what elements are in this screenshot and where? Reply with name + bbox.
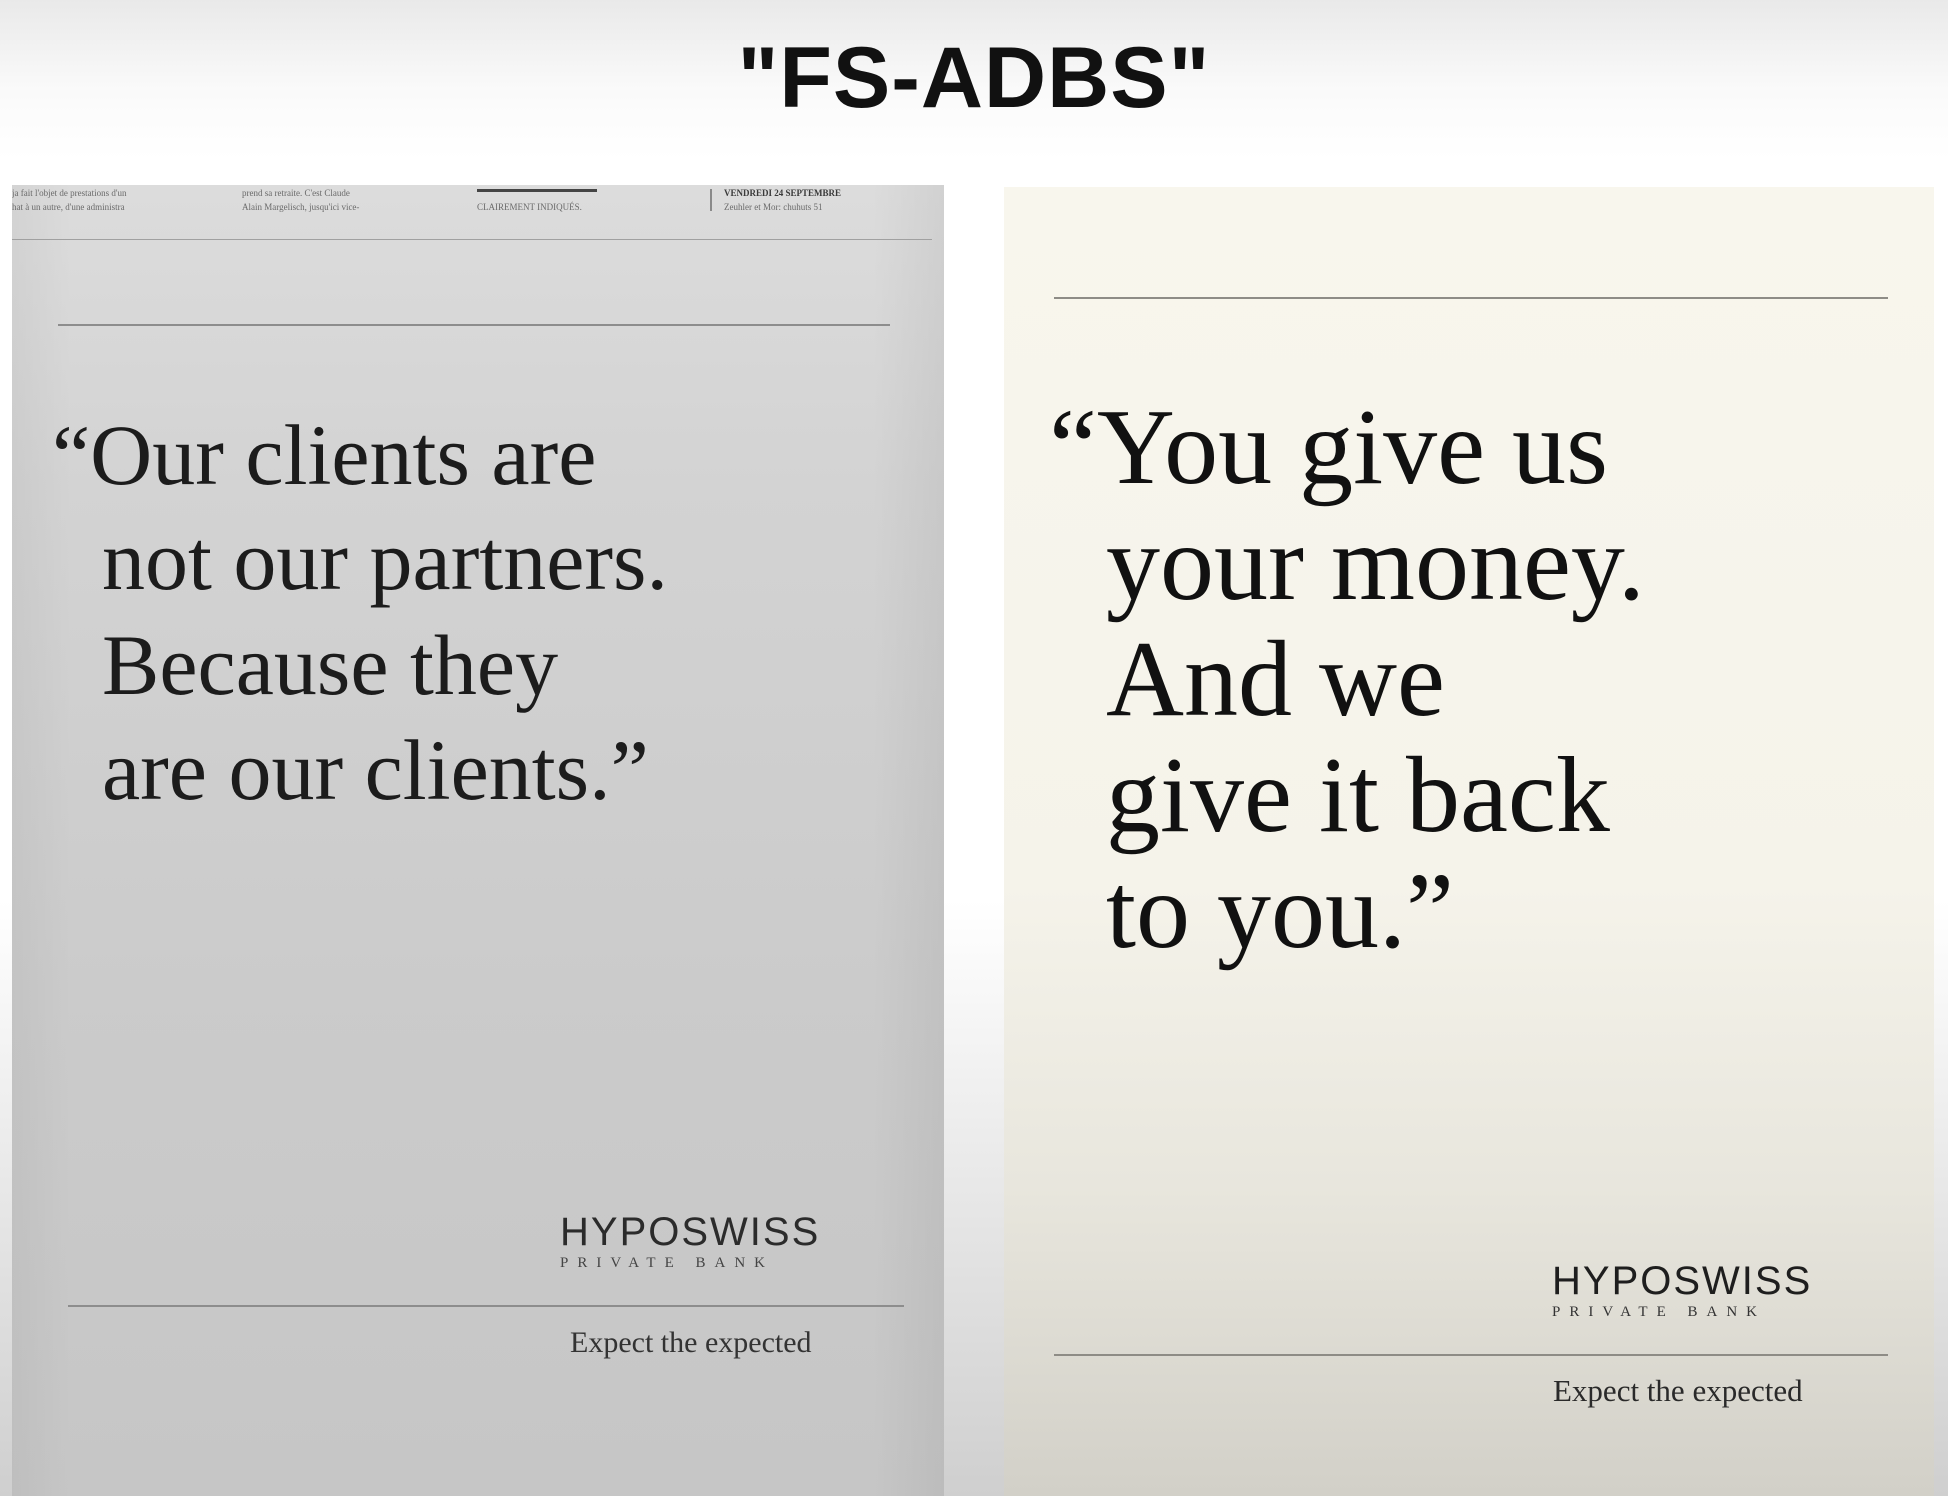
newspaper-text-col-3: CLAIREMENT INDIQUÉS.: [477, 202, 582, 212]
brand-name: HYPOSWISS: [1552, 1259, 1813, 1303]
top-rule: [1054, 297, 1888, 299]
brand-name: HYPOSWISS: [560, 1210, 821, 1254]
quote-line: not our partners.: [102, 512, 669, 608]
quote-line: are our clients.”: [102, 722, 649, 818]
quote-line: Because they: [102, 617, 559, 713]
newspaper-column-rule: [710, 189, 712, 211]
newspaper-text-col-1b: hat à un autre, d'une administra: [12, 202, 125, 212]
brand-logo: HYPOSWISS PRIVATE BANK: [1552, 1259, 1872, 1321]
newspaper-text-col-2b: Alain Margelisch, jusqu'ici vice-: [242, 202, 360, 212]
right-quote: “You give us your money. And we give it …: [1049, 390, 1909, 970]
newspaper-text-col-1a: ja fait l'objet de prestations d'un: [12, 188, 127, 198]
newspaper-divider: [12, 239, 932, 240]
brand-subtitle: PRIVATE BANK: [560, 1255, 774, 1271]
newspaper-heading-bar: [477, 189, 597, 192]
tagline: Expect the expected: [570, 1326, 812, 1359]
brand-logo: HYPOSWISS PRIVATE BANK: [560, 1210, 860, 1272]
tagline: Expect the expected: [1553, 1373, 1803, 1408]
newspaper-header-strip: ja fait l'objet de prestations d'un hat …: [12, 185, 944, 243]
top-rule: [58, 324, 890, 326]
bottom-rule: [68, 1305, 904, 1307]
left-quote: “Our clients are not our partners. Becau…: [52, 403, 932, 823]
right-advertisement: “You give us your money. And we give it …: [1004, 187, 1934, 1496]
quote-line: “You give us: [1049, 388, 1609, 507]
newspaper-text-col-2a: prend sa retraite. C'est Claude: [242, 188, 350, 198]
quote-line: And we: [1106, 620, 1445, 739]
newspaper-date: VENDREDI 24 SEPTEMBRE: [724, 188, 842, 198]
quote-line: “Our clients are: [52, 407, 597, 503]
brand-subtitle: PRIVATE BANK: [1552, 1304, 1766, 1320]
bottom-rule: [1054, 1354, 1888, 1356]
quote-line: give it back: [1106, 736, 1610, 855]
quote-line: your money.: [1106, 504, 1645, 623]
left-advertisement: ja fait l'objet de prestations d'un hat …: [12, 185, 944, 1496]
slide-title: "FS-ADBS": [737, 30, 1211, 126]
newspaper-text-col-4: Zeuhler et Mor: chuhuts 51: [724, 202, 823, 212]
quote-line: to you.”: [1106, 852, 1454, 971]
